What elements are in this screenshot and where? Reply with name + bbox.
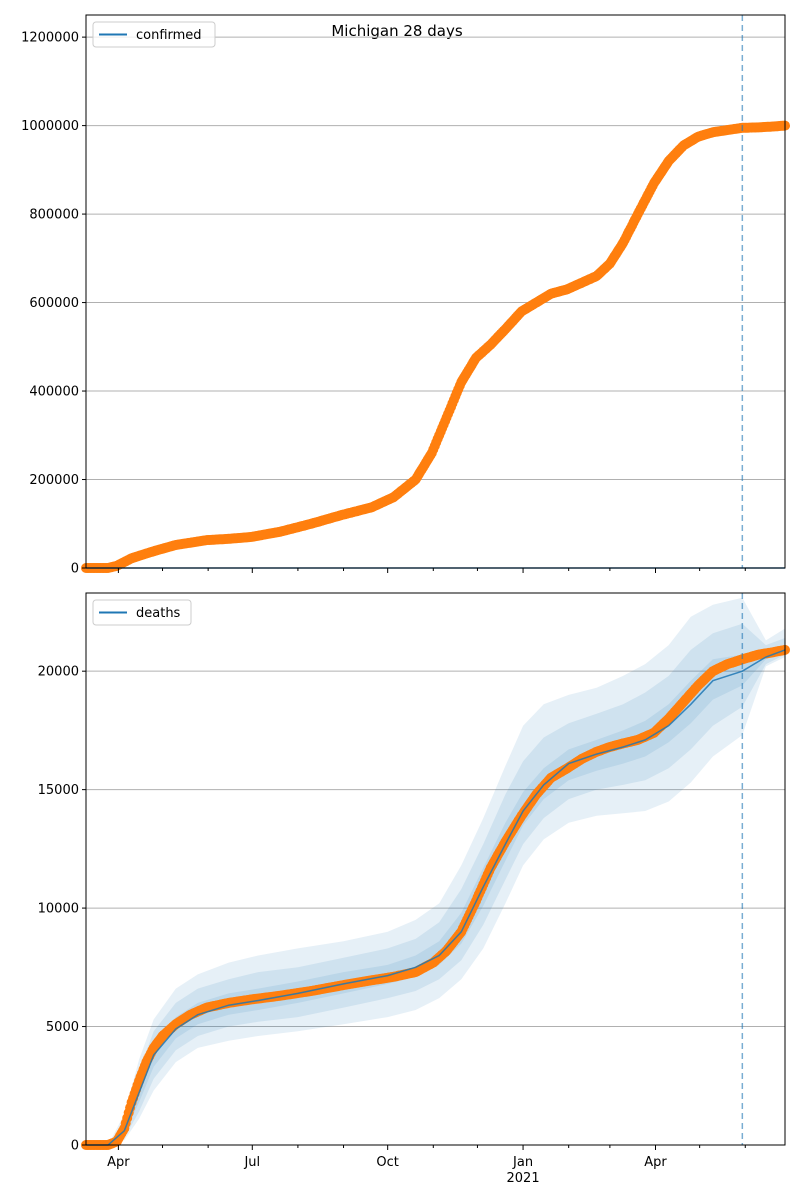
y-tick-label: 5000: [46, 1020, 79, 1035]
observed-points: [81, 120, 790, 573]
legend-label: confirmed: [136, 28, 202, 43]
legend-box: [92, 599, 192, 626]
legend: deaths: [92, 599, 192, 626]
confidence-band: [86, 623, 785, 1145]
legend-label: deaths: [136, 606, 181, 621]
y-tick-label: 10000: [38, 902, 79, 917]
plot-frame: [85, 14, 786, 569]
confirmed-panel: 0 200000 400000 600000 800000 1000000 1200000 c…: [21, 14, 790, 577]
deaths-panel: 0 5000 10000 15000 20000 Apr Jul Oct Jan Apr 2021 d…: [38, 592, 790, 1186]
y-tick-label: 0: [71, 562, 79, 577]
y-tick-label: 1200000: [21, 31, 79, 46]
y-tick-label: 0: [71, 1139, 79, 1154]
chart-title: Michigan 28 days: [331, 22, 462, 40]
x-tick-label: Apr: [644, 1155, 667, 1170]
y-tick-label: 800000: [29, 208, 79, 223]
legend: confirmed: [92, 21, 216, 48]
y-tick-label: 400000: [29, 385, 79, 400]
x-tick-label: Jan: [512, 1155, 533, 1170]
confidence-band: [86, 645, 785, 1145]
y-tick-label: 200000: [29, 473, 79, 488]
y-tick-label: 20000: [38, 665, 79, 680]
y-tick-label: 1000000: [21, 119, 79, 134]
x-tick-label: Jul: [243, 1155, 260, 1170]
legend-box: [92, 21, 216, 48]
plot-frame: [85, 592, 786, 1146]
x-tick-label: Apr: [107, 1155, 130, 1170]
y-tick-label: 600000: [29, 296, 79, 311]
model-line: [86, 649, 786, 1146]
x-year-label: 2021: [507, 1171, 540, 1186]
x-tick-label: Oct: [376, 1155, 398, 1170]
confidence-band: [86, 597, 785, 1145]
y-tick-label: 15000: [38, 783, 79, 798]
